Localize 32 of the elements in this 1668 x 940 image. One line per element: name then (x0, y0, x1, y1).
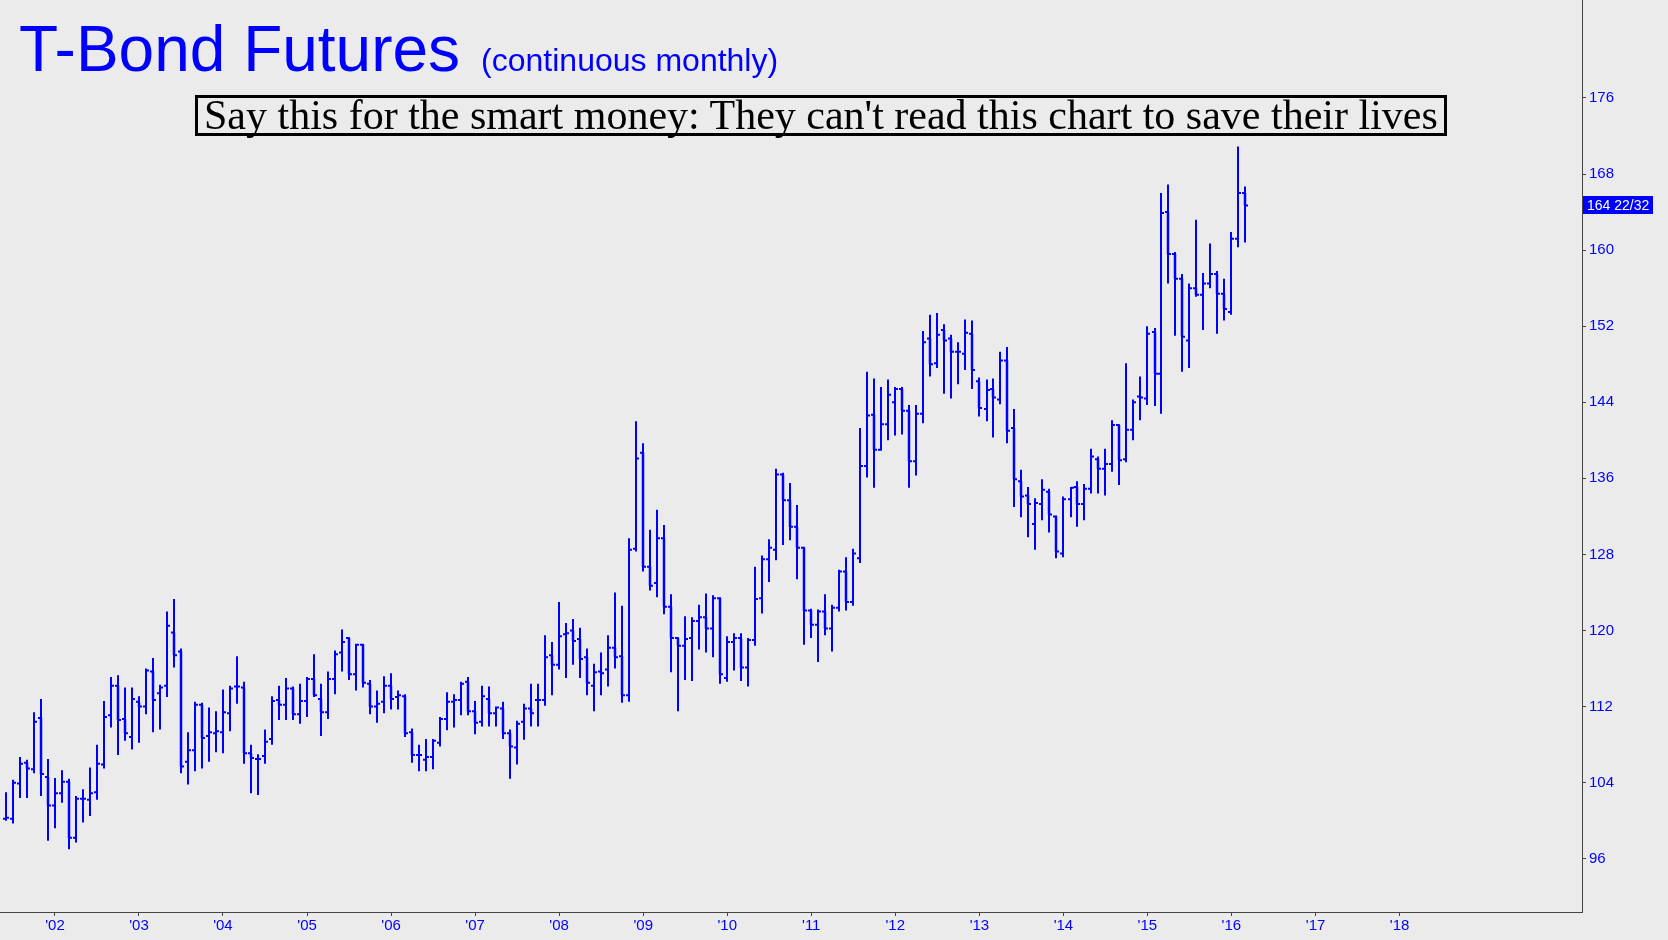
y-tick-label: 128 (1589, 544, 1615, 562)
chart-title: T-Bond Futures (19, 13, 461, 85)
y-tick-label: 144 (1589, 392, 1615, 410)
x-tick-label: '06 (381, 916, 401, 934)
y-tick-label: 136 (1589, 468, 1615, 486)
x-tick-label: '15 (1137, 916, 1158, 934)
x-tick-label: '18 (1389, 916, 1410, 934)
x-tick-label: '03 (129, 916, 149, 934)
x-tick-label: '16 (1221, 916, 1242, 934)
y-tick-label: 160 (1589, 240, 1615, 258)
x-tick-label: '07 (465, 916, 485, 934)
y-tick-label: 104 (1589, 772, 1615, 790)
y-tick-label: 112 (1589, 696, 1613, 714)
x-tick-label: '05 (297, 916, 317, 934)
text: 164 22/32 (1583, 196, 1654, 214)
x-tick-label: '04 (213, 916, 233, 934)
y-tick-label: 152 (1589, 316, 1615, 334)
x-tick-label: '11 (802, 916, 821, 934)
y-tick-label: 120 (1589, 620, 1615, 638)
x-tick-label: '10 (717, 916, 738, 934)
text: (continuous monthly) (481, 42, 779, 78)
x-tick-label: '13 (969, 916, 990, 934)
x-tick-label: '14 (1053, 916, 1074, 934)
x-tick-label: '12 (885, 916, 906, 934)
x-tick-label: '08 (549, 916, 569, 934)
annotation: Say this for the smart money: They can't read this chart to save their lives (195, 92, 1447, 138)
x-tick-label: '02 (45, 916, 65, 934)
y-tick-label: 176 (1589, 88, 1615, 106)
y-tick-label: 96 (1589, 848, 1606, 866)
x-tick-label: '09 (633, 916, 654, 934)
x-tick-label: '17 (1305, 916, 1326, 934)
y-tick-label: 168 (1589, 164, 1615, 182)
